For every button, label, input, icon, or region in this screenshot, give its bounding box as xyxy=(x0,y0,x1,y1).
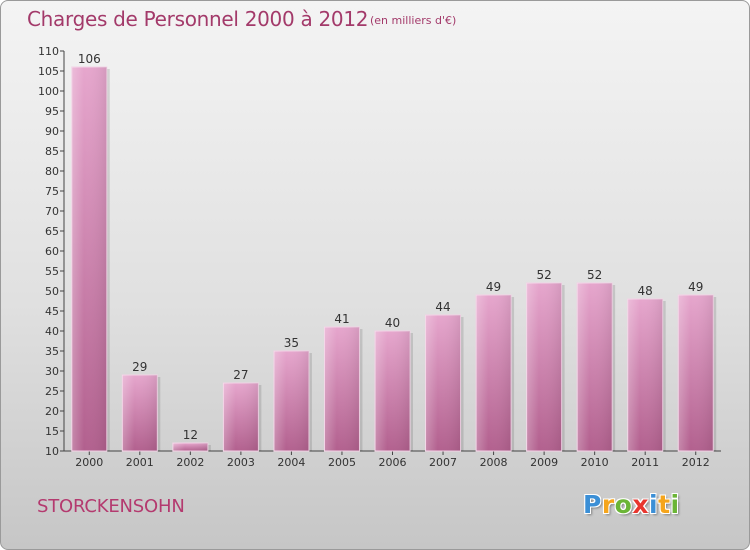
proxiti-logo: Proxiti xyxy=(583,490,680,519)
y-tick-label: 95 xyxy=(45,105,59,118)
y-tick-label: 60 xyxy=(45,245,59,258)
bar-shine xyxy=(526,283,562,451)
x-tick-label: 2010 xyxy=(581,456,609,469)
bar-value-label: 27 xyxy=(233,368,248,382)
x-tick-label: 2000 xyxy=(75,456,103,469)
y-tick-label: 40 xyxy=(45,325,59,338)
logo-letter: i xyxy=(670,490,680,519)
bar-shine xyxy=(223,383,259,451)
bar-shine xyxy=(577,283,613,451)
bar-value-label: 49 xyxy=(688,280,703,294)
y-tick-label: 15 xyxy=(45,425,59,438)
y-tick-label: 45 xyxy=(45,305,59,318)
bar-shine xyxy=(172,443,208,451)
x-tick-label: 2007 xyxy=(429,456,457,469)
bar-shine xyxy=(122,375,158,451)
chart-bars xyxy=(71,66,717,452)
x-tick-label: 2008 xyxy=(480,456,508,469)
commune-name: STORCKENSOHN xyxy=(37,496,185,517)
x-tick-label: 2001 xyxy=(126,456,154,469)
bar-value-label: 52 xyxy=(536,268,551,282)
y-tick-label: 20 xyxy=(45,405,59,418)
logo-letter: t xyxy=(658,490,671,519)
y-tick-label: 25 xyxy=(45,385,59,398)
logo-letter: o xyxy=(614,490,633,519)
bar-shine xyxy=(324,327,360,451)
bar-value-label: 12 xyxy=(183,428,198,442)
logo-letter: P xyxy=(583,490,602,519)
bar-value-label: 44 xyxy=(435,300,450,314)
x-tick-label: 2006 xyxy=(379,456,407,469)
x-tick-label: 2005 xyxy=(328,456,356,469)
chart-axes: 10 15 20 25 30 35 40 45 50 55 60 65 70 75 80 85 90 95 100 1… xyxy=(38,45,721,458)
chart-labels: 2000 106 2001 29 2002 12 2003 27 2004 35 2005 41 200… xyxy=(75,52,709,469)
y-tick-label: 100 xyxy=(38,85,59,98)
bar-value-label: 35 xyxy=(284,336,299,350)
y-tick-label: 50 xyxy=(45,285,59,298)
y-tick-label: 85 xyxy=(45,145,59,158)
bar-shine xyxy=(678,295,714,451)
y-tick-label: 90 xyxy=(45,125,59,138)
y-tick-label: 55 xyxy=(45,265,59,278)
y-tick-label: 35 xyxy=(45,345,59,358)
y-tick-label: 70 xyxy=(45,205,59,218)
chart-unit-note: (en milliers d'€) xyxy=(370,14,457,27)
y-tick-label: 75 xyxy=(45,185,59,198)
bar-value-label: 40 xyxy=(385,316,400,330)
bar-shine xyxy=(273,351,309,451)
y-tick-label: 30 xyxy=(45,365,59,378)
y-tick-label: 110 xyxy=(38,45,59,58)
bar-value-label: 29 xyxy=(132,360,147,374)
bar-value-label: 106 xyxy=(78,52,101,66)
bar-value-label: 52 xyxy=(587,268,602,282)
x-tick-label: 2002 xyxy=(176,456,204,469)
logo-letter: r xyxy=(601,490,615,519)
y-tick-label: 10 xyxy=(45,445,59,458)
y-tick-label: 80 xyxy=(45,165,59,178)
y-tick-label: 65 xyxy=(45,225,59,238)
bar-value-label: 48 xyxy=(638,284,653,298)
bar-value-label: 41 xyxy=(334,312,349,326)
x-tick-label: 2003 xyxy=(227,456,255,469)
y-tick-label: 105 xyxy=(38,65,59,78)
bar-value-label: 49 xyxy=(486,280,501,294)
bar-shine xyxy=(425,315,461,451)
bar-shine xyxy=(375,331,410,451)
chart-title: Charges de Personnel 2000 à 2012 xyxy=(27,7,369,31)
x-tick-label: 2004 xyxy=(277,456,305,469)
bar-shine xyxy=(71,67,107,451)
logo-letter: i xyxy=(649,490,659,519)
x-tick-label: 2009 xyxy=(530,456,558,469)
logo-letter: x xyxy=(632,490,649,519)
bar-shine xyxy=(476,295,512,451)
x-tick-label: 2012 xyxy=(682,456,710,469)
x-tick-label: 2011 xyxy=(631,456,659,469)
bar-shine xyxy=(627,299,663,451)
